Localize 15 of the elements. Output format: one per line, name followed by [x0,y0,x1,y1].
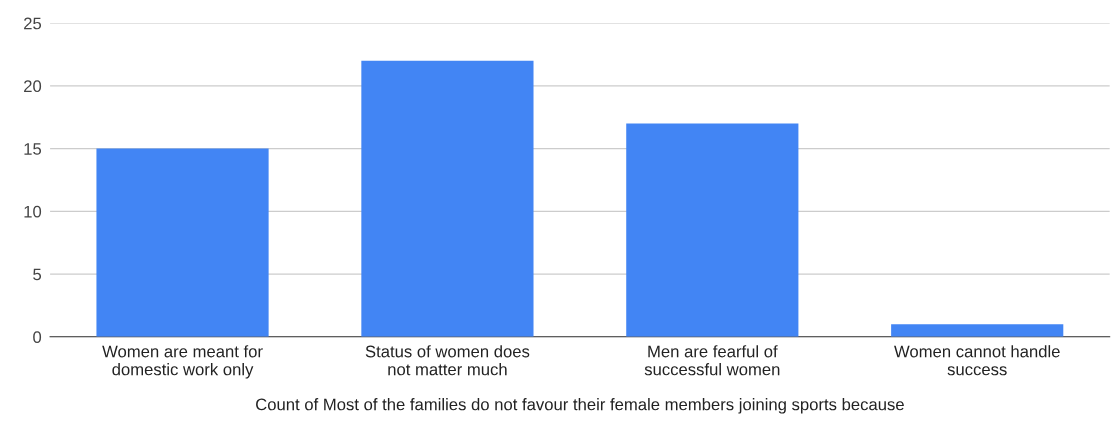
bar [96,148,269,337]
y-tick-label: 5 [33,268,42,281]
x-axis-title: Count of Most of the families do not favour their female members joining sports because [256,398,904,414]
y-tick-label: 10 [24,205,42,218]
bar [361,60,534,337]
y-tick-label: 25 [24,17,42,30]
bar [891,324,1064,337]
y-tick-label: 15 [24,143,42,155]
bar [626,123,799,337]
x-tick-label: Men are fearful of successful women [644,345,780,376]
y-tick-label: 0 [33,331,42,343]
x-tick-label: Status of women does not matter much [365,345,530,376]
y-tick-label: 20 [24,80,42,93]
x-tick-label: Women are meant for domestic work only [102,345,263,379]
x-tick-label: Women cannot handle success [894,345,1060,376]
